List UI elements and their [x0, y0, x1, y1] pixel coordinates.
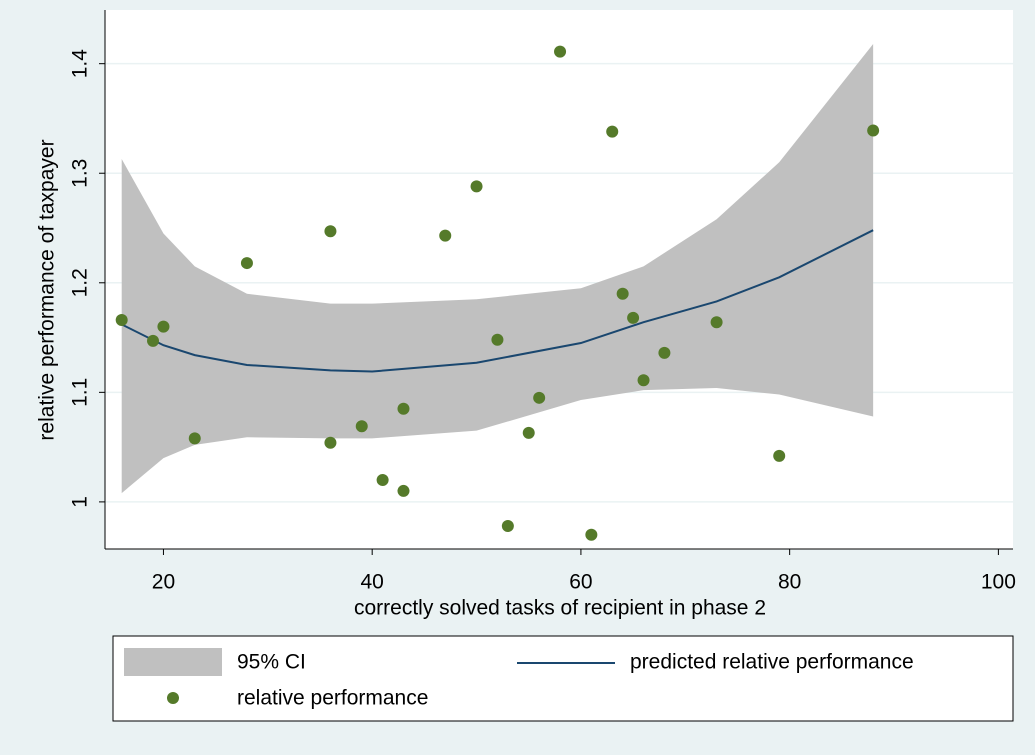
data-point: [324, 436, 337, 449]
data-point: [554, 45, 567, 58]
y-tick-label: 1.1: [69, 378, 92, 407]
data-point: [627, 311, 640, 324]
data-point: [188, 432, 201, 445]
legend-label: relative performance: [237, 687, 428, 710]
x-tick-label: 100: [981, 571, 1016, 594]
legend: [112, 635, 1014, 722]
data-point: [397, 402, 410, 415]
x-axis-label: correctly solved tasks of recipient in p…: [354, 597, 766, 620]
plot-area: [105, 10, 1013, 549]
data-point: [115, 314, 128, 327]
data-point: [637, 374, 650, 387]
data-point: [616, 287, 629, 300]
legend-point-swatch: [167, 692, 179, 704]
data-point: [710, 316, 723, 329]
data-point: [240, 257, 253, 270]
data-point: [470, 180, 483, 193]
x-tick-label: 40: [361, 571, 384, 594]
data-point: [355, 420, 368, 433]
data-point: [376, 473, 389, 486]
data-point: [585, 528, 598, 541]
data-point: [147, 334, 160, 347]
y-tick-label: 1: [69, 496, 92, 508]
x-tick-label: 80: [778, 571, 801, 594]
data-point: [397, 484, 410, 497]
fit-line: [121, 229, 874, 373]
data-point: [491, 333, 504, 346]
data-point: [439, 229, 452, 242]
data-point: [324, 225, 337, 238]
data-point: [867, 124, 880, 137]
data-point: [606, 125, 619, 138]
y-tick-label: 1.3: [69, 159, 92, 188]
legend-ci-swatch: [124, 648, 222, 676]
data-point: [658, 346, 671, 359]
data-point: [533, 391, 546, 404]
legend-label: 95% CI: [237, 651, 306, 674]
data-point: [157, 320, 170, 333]
data-point: [773, 449, 786, 462]
x-tick-label: 60: [569, 571, 592, 594]
legend-label: predicted relative performance: [630, 651, 914, 674]
y-tick-label: 1.4: [69, 49, 92, 79]
y-tick-label: 1.2: [69, 268, 92, 297]
ci-band: [121, 43, 874, 494]
y-axis-label: relative performance of taxpayer: [36, 139, 59, 440]
data-point: [522, 426, 535, 439]
plot-layers: [105, 43, 1013, 541]
data-point: [501, 519, 514, 532]
x-tick-label: 20: [152, 571, 175, 594]
